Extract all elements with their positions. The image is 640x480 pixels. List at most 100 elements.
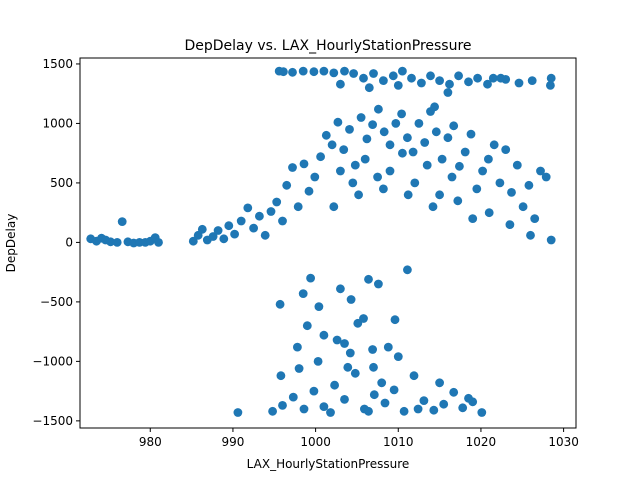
data-point (478, 166, 487, 176)
data-point (466, 129, 476, 139)
data-point (380, 398, 390, 408)
data-point (526, 230, 535, 240)
data-point (413, 404, 423, 414)
data-point (329, 68, 339, 78)
data-point (414, 119, 424, 128)
data-point (374, 104, 383, 114)
data-point (243, 203, 253, 213)
data-point (488, 73, 498, 83)
x-tick-label: 990 (221, 435, 244, 449)
data-point (484, 208, 494, 218)
data-point (309, 67, 319, 77)
data-point (389, 385, 399, 395)
data-point (393, 81, 403, 90)
data-point (541, 172, 551, 182)
x-tick-label: 1000 (300, 435, 331, 449)
data-point (332, 335, 342, 345)
data-point (326, 408, 335, 417)
data-point (383, 342, 393, 352)
data-point (112, 238, 122, 247)
data-point (364, 406, 373, 416)
y-tick-label: −1000 (32, 354, 73, 368)
data-point (435, 378, 444, 388)
data-point (278, 401, 287, 410)
data-point (349, 69, 358, 78)
data-point (306, 273, 315, 283)
data-point (426, 71, 435, 81)
data-point (272, 197, 282, 207)
y-tick-label: 500 (50, 176, 73, 190)
data-point (496, 73, 506, 83)
data-point (407, 73, 416, 83)
data-point (340, 339, 349, 348)
data-point (299, 159, 309, 169)
data-point (447, 172, 457, 182)
y-tick-label: 1000 (42, 116, 73, 130)
data-point (197, 224, 207, 234)
y-tick-label: −500 (40, 295, 73, 309)
data-point (359, 73, 368, 83)
data-point (373, 172, 382, 182)
data-point (288, 163, 297, 172)
data-point (439, 399, 449, 409)
data-point (327, 140, 337, 150)
y-tick-label: 1500 (42, 57, 73, 71)
data-point (279, 67, 288, 77)
data-point (350, 160, 360, 170)
data-point (379, 127, 389, 137)
data-point (302, 321, 312, 331)
data-point (350, 368, 360, 378)
data-point (356, 113, 366, 122)
data-point (368, 120, 377, 129)
x-axis-ticks: 980 990 1000 1010 1020 1030 (139, 428, 579, 449)
data-point (336, 166, 345, 176)
y-axis-ticks: −1500 −1000 −500 0 500 1000 1500 (32, 57, 80, 428)
data-point (188, 236, 198, 246)
data-point (266, 207, 276, 216)
data-point (236, 216, 246, 226)
data-point (419, 396, 429, 405)
data-point (430, 102, 439, 112)
data-point (473, 73, 482, 83)
data-point (388, 71, 398, 81)
data-point (369, 362, 378, 372)
data-point (536, 166, 545, 176)
data-point (377, 378, 387, 388)
data-point (336, 284, 345, 294)
data-point (298, 289, 308, 298)
data-point (385, 140, 395, 150)
data-point (314, 302, 324, 311)
data-point (288, 67, 297, 77)
data-point (435, 76, 444, 85)
data-point (275, 299, 285, 309)
data-point (399, 406, 409, 416)
data-point (464, 77, 473, 87)
data-point (276, 371, 286, 381)
data-point (449, 387, 459, 397)
data-point (518, 202, 528, 212)
data-point (233, 408, 243, 417)
x-axis-label: LAX_HourlyStationPressure (247, 457, 410, 471)
data-point (514, 78, 524, 88)
data-point (437, 154, 447, 164)
data-point (397, 109, 406, 119)
data-point (354, 190, 363, 200)
data-point (468, 214, 478, 224)
data-point (530, 214, 540, 224)
data-point (282, 180, 292, 190)
data-point (398, 66, 407, 76)
data-point (546, 73, 556, 83)
data-point (230, 229, 240, 239)
x-tick-label: 1010 (383, 435, 414, 449)
data-point (360, 154, 370, 164)
data-point (435, 190, 444, 200)
data-point (484, 154, 493, 164)
data-point (330, 380, 339, 390)
data-point (364, 274, 373, 284)
data-point (288, 392, 298, 402)
data-point (268, 406, 277, 416)
data-point (329, 202, 339, 212)
data-point (379, 76, 388, 85)
data-point (374, 279, 383, 289)
